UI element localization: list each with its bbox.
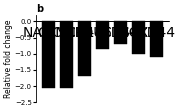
Bar bbox=[132, 21, 145, 54]
Bar bbox=[60, 21, 72, 88]
Bar bbox=[114, 21, 127, 44]
Y-axis label: Relative fold change: Relative fold change bbox=[4, 19, 13, 98]
Bar bbox=[42, 21, 55, 88]
Text: b: b bbox=[36, 4, 43, 14]
Bar bbox=[96, 21, 109, 49]
Bar bbox=[150, 21, 163, 57]
Bar bbox=[78, 21, 91, 76]
